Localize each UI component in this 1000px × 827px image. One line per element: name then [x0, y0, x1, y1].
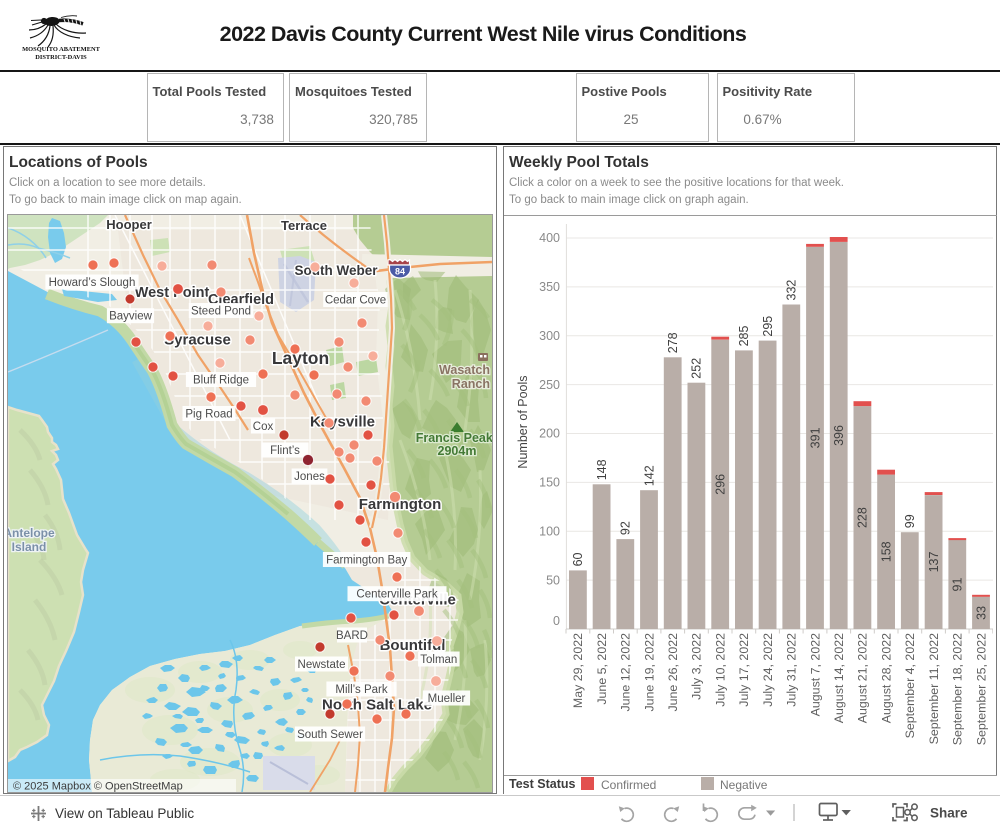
svg-text:Jones: Jones — [294, 471, 325, 483]
svg-text:Mill’s Park: Mill’s Park — [335, 684, 387, 696]
svg-text:South Weber: South Weber — [294, 263, 378, 278]
svg-text:June 5, 2022: June 5, 2022 — [595, 633, 609, 705]
svg-text:228: 228 — [856, 507, 870, 528]
svg-text:July 24, 2022: July 24, 2022 — [761, 633, 775, 707]
svg-text:Francis Peak,: Francis Peak, — [416, 431, 492, 445]
svg-text:Centerville Park: Centerville Park — [356, 589, 437, 601]
svg-text:137: 137 — [927, 552, 941, 573]
svg-text:July 3, 2022: July 3, 2022 — [690, 633, 704, 700]
svg-text:33: 33 — [974, 606, 988, 620]
svg-text:Newstate: Newstate — [298, 659, 346, 671]
svg-text:Steed Pond: Steed Pond — [191, 306, 251, 318]
svg-text:May 29, 2022: May 29, 2022 — [571, 633, 585, 708]
svg-text:300: 300 — [539, 329, 560, 343]
svg-text:295: 295 — [761, 316, 775, 337]
svg-text:332: 332 — [785, 280, 799, 301]
svg-text:Terrace: Terrace — [281, 218, 327, 233]
svg-text:0: 0 — [553, 614, 560, 628]
svg-text:MOSQUITO ABATEMENT: MOSQUITO ABATEMENT — [22, 46, 100, 53]
svg-text:100: 100 — [539, 525, 560, 539]
svg-text:91: 91 — [951, 578, 965, 592]
svg-text:252: 252 — [690, 358, 704, 379]
svg-text:200: 200 — [539, 427, 560, 441]
svg-text:400: 400 — [539, 231, 560, 245]
svg-text:391: 391 — [808, 427, 822, 448]
svg-text:99: 99 — [903, 514, 917, 528]
svg-text:Number of Pools: Number of Pools — [516, 375, 530, 468]
svg-text:Cox: Cox — [253, 421, 274, 433]
svg-text:Share: Share — [930, 806, 968, 821]
svg-text:396: 396 — [832, 425, 846, 446]
svg-text:Antelope: Antelope — [8, 526, 55, 540]
svg-text:Farmington Bay: Farmington Bay — [326, 555, 407, 567]
svg-text:September 25, 2022: September 25, 2022 — [974, 633, 988, 745]
svg-text:2904m: 2904m — [438, 444, 477, 458]
svg-text:60: 60 — [571, 552, 585, 566]
svg-text:84: 84 — [395, 267, 405, 277]
svg-text:150: 150 — [539, 476, 560, 490]
svg-text:August 28, 2022: August 28, 2022 — [879, 633, 893, 723]
svg-text:August 14, 2022: August 14, 2022 — [832, 633, 846, 723]
svg-text:August 7, 2022: August 7, 2022 — [808, 633, 822, 716]
svg-text:158: 158 — [879, 541, 893, 562]
svg-text:July 17, 2022: July 17, 2022 — [737, 633, 751, 707]
svg-text:Bluff Ridge: Bluff Ridge — [193, 375, 249, 387]
svg-text:June 12, 2022: June 12, 2022 — [619, 633, 633, 712]
svg-text:Island: Island — [12, 540, 47, 554]
svg-text:Bayview: Bayview — [109, 311, 153, 323]
svg-text:Layton: Layton — [272, 348, 329, 368]
svg-text:92: 92 — [619, 521, 633, 535]
svg-text:Bountiful: Bountiful — [380, 637, 446, 654]
svg-text:Tolman: Tolman — [420, 654, 457, 666]
svg-text:Mueller: Mueller — [428, 693, 466, 705]
svg-text:Farmington: Farmington — [359, 496, 442, 513]
svg-text:North Salt Lake: North Salt Lake — [322, 696, 432, 713]
svg-text:Ranch: Ranch — [452, 377, 490, 391]
svg-text:Howard’s Slough: Howard’s Slough — [49, 277, 136, 289]
svg-text:July 31, 2022: July 31, 2022 — [785, 633, 799, 707]
svg-text:June 26, 2022: June 26, 2022 — [666, 633, 680, 712]
svg-text:September 4, 2022: September 4, 2022 — [903, 633, 917, 739]
svg-text:Cedar Cove: Cedar Cove — [325, 295, 386, 307]
svg-text:DISTRICT-DAVIS: DISTRICT-DAVIS — [35, 54, 87, 61]
svg-text:Flint’s: Flint’s — [270, 445, 300, 457]
svg-text:Hooper: Hooper — [106, 217, 152, 232]
svg-text:278: 278 — [666, 332, 680, 353]
svg-text:September 11, 2022: September 11, 2022 — [927, 633, 941, 744]
svg-text:50: 50 — [546, 573, 560, 587]
svg-text:BARD: BARD — [336, 630, 368, 642]
svg-text:August 21, 2022: August 21, 2022 — [856, 633, 870, 723]
svg-text:250: 250 — [539, 378, 560, 392]
svg-text:296: 296 — [714, 474, 728, 495]
svg-text:July 10, 2022: July 10, 2022 — [714, 633, 728, 707]
svg-text:© 2025 Mapbox © OpenStreetMap: © 2025 Mapbox © OpenStreetMap — [13, 781, 183, 793]
svg-text:350: 350 — [539, 280, 560, 294]
svg-text:Wasatch: Wasatch — [439, 363, 490, 377]
svg-text:Kaysville: Kaysville — [310, 413, 375, 430]
svg-text:Syracuse: Syracuse — [164, 331, 231, 348]
svg-text:West Point: West Point — [135, 285, 210, 301]
svg-text:148: 148 — [595, 459, 609, 480]
svg-text:September 18, 2022: September 18, 2022 — [951, 633, 965, 745]
svg-text:142: 142 — [642, 465, 656, 486]
svg-text:Pig Road: Pig Road — [185, 409, 232, 421]
svg-text:285: 285 — [737, 325, 751, 346]
svg-text:South Sewer: South Sewer — [297, 729, 363, 741]
svg-text:June 19, 2022: June 19, 2022 — [642, 633, 656, 712]
